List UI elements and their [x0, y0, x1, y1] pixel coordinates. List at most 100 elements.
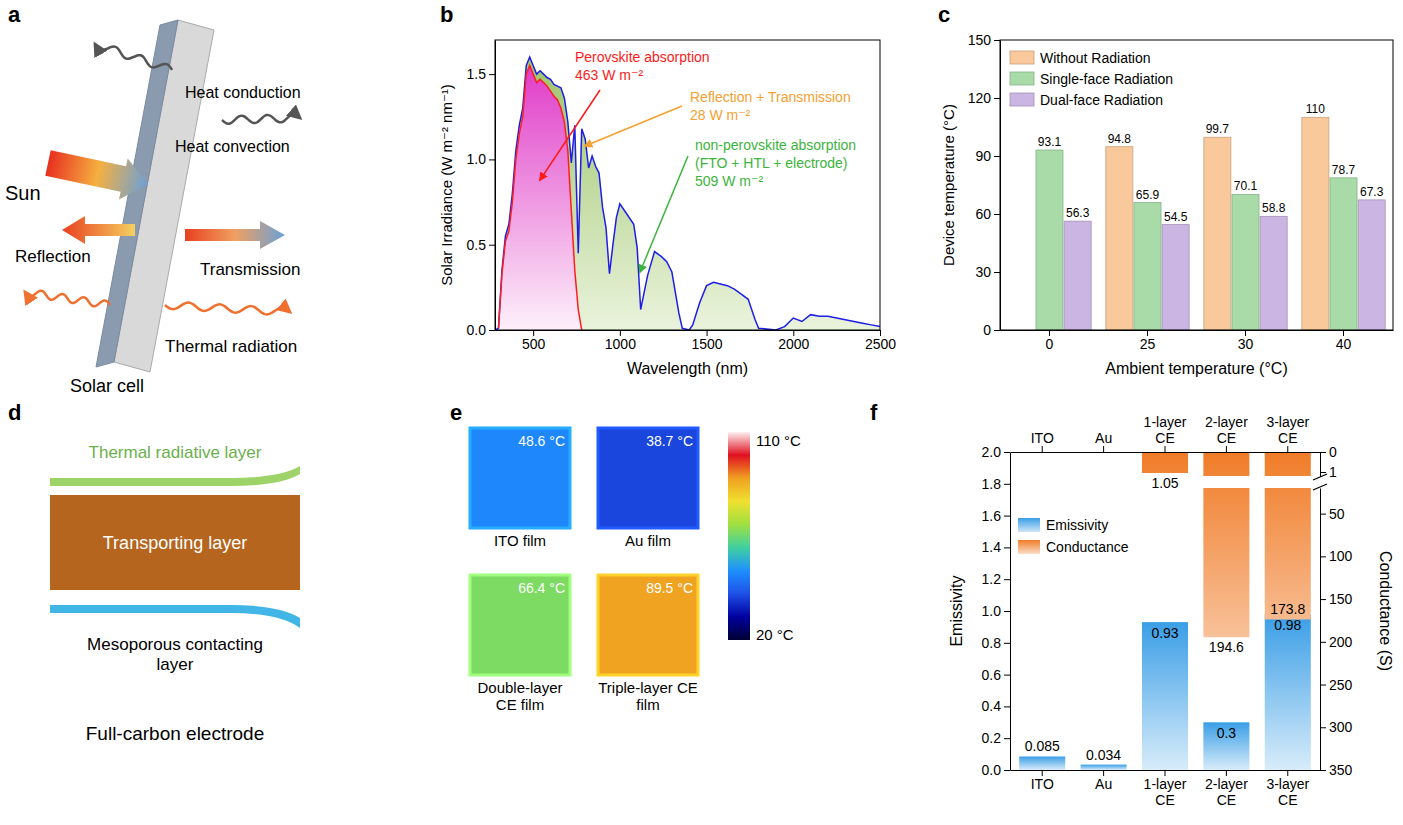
tick-mark	[994, 156, 1000, 157]
bar	[1162, 225, 1189, 330]
tick: 3-layerCE	[1266, 414, 1309, 452]
text-line: film	[636, 696, 659, 713]
tick-mark	[1004, 675, 1010, 676]
legend-label: Conductance	[1046, 539, 1129, 555]
text-line: Au	[1095, 776, 1112, 792]
diagram-label: Mesoporous contactinglayer	[87, 635, 263, 674]
text-line: 1-layer	[1144, 776, 1187, 792]
tick-label: 300	[1329, 719, 1353, 735]
legend-label: Without Radiation	[1040, 50, 1151, 66]
tick-label: 2-layerCE	[1205, 414, 1248, 446]
tick-label: 1000	[605, 336, 636, 352]
tick-mark	[994, 272, 1000, 273]
colorbar-label: 20 °C	[756, 626, 794, 643]
diagram-label: Transporting layer	[103, 533, 247, 553]
diagram-label: Heat convection	[175, 138, 290, 155]
tick: 0.0	[467, 322, 495, 338]
text-line: 2-layer	[1205, 776, 1248, 792]
annotation: (FTO + HTL + electrode)	[695, 155, 848, 171]
legend-swatch	[1018, 518, 1040, 532]
data-labels: 94.899.711093.165.970.178.756.354.558.86…	[1038, 102, 1384, 223]
transporting-layer	[50, 495, 300, 590]
tick: 25	[1140, 330, 1156, 352]
tick-label: Au	[1095, 430, 1112, 446]
legend-label: Emissivity	[1046, 517, 1108, 533]
line	[498, 66, 581, 330]
tick: 1.5	[467, 66, 495, 82]
tick-label: 25	[1140, 336, 1156, 352]
diagram-label: Heat conduction	[185, 84, 301, 101]
tick-label: 40	[1336, 336, 1352, 352]
annotation: non-perovskite absorption	[695, 137, 856, 153]
annotation-arrow	[640, 156, 688, 272]
diagram-label: Sun	[5, 182, 41, 204]
tick: ITO	[1031, 430, 1054, 452]
text-line: Triple-layer CE	[598, 679, 697, 696]
data-label: 99.7	[1206, 122, 1230, 136]
tick: 2.0	[982, 444, 1010, 460]
text-line: ITO	[1031, 776, 1054, 792]
y-axis: 0306090120150	[968, 32, 1001, 338]
tick-label: 60	[975, 206, 991, 222]
temperature-label: 38.7 °C	[646, 433, 693, 449]
radiation-arrow	[25, 291, 110, 307]
plot-area	[1036, 117, 1385, 330]
tick: ITO	[1031, 770, 1054, 792]
data-label: 65.9	[1136, 188, 1160, 202]
tick-label: 1-layerCE	[1144, 776, 1187, 808]
tick-label: 150	[968, 32, 992, 48]
text-line: Mesoporous contacting	[87, 635, 263, 654]
tick-label: 0.0	[982, 762, 1002, 778]
panel-label: f	[870, 400, 878, 425]
tick-label: 2-layerCE	[1205, 776, 1248, 808]
text-line: CE	[1217, 430, 1236, 446]
tick-label: 3-layerCE	[1266, 414, 1309, 446]
axis-title: Ambient temperature (°C)	[1105, 360, 1287, 377]
x-axis: ITOAu1-layerCE2-layerCE3-layerCE	[1011, 770, 1321, 808]
annotation-arrow	[585, 106, 682, 146]
tick-label: 90	[975, 148, 991, 164]
text-line: CE	[1278, 792, 1297, 808]
tick-label: 50	[1329, 506, 1345, 522]
tick: 0.4	[982, 698, 1010, 714]
bar	[1232, 194, 1259, 330]
tick-mark	[994, 98, 1000, 99]
cell-front	[96, 20, 178, 367]
tick-label: 0.4	[982, 698, 1002, 714]
tick-mark	[1004, 516, 1010, 517]
panel-label: b	[440, 2, 453, 27]
diagram-label: Thermal radiative layer	[89, 443, 262, 462]
tick-mark	[1320, 514, 1326, 515]
bar-part	[1265, 452, 1311, 476]
tick-mark	[1004, 547, 1010, 548]
tick-label: 2.0	[982, 444, 1002, 460]
data-label: 0.3	[1217, 725, 1237, 741]
tick-label: 1-layerCE	[1144, 414, 1187, 446]
axis-line	[1000, 41, 1001, 331]
tick-mark	[1004, 452, 1010, 453]
bar-part	[1203, 452, 1249, 476]
y2-axis-upper: 01	[1320, 444, 1337, 480]
area	[498, 66, 581, 330]
tick-mark	[1287, 446, 1288, 452]
tick: 0	[983, 322, 1000, 338]
bar	[1106, 147, 1133, 330]
tick-label: 1.0	[467, 151, 487, 167]
tick: 50	[1320, 506, 1345, 522]
tick-label: 2000	[778, 336, 809, 352]
tick: 40	[1336, 330, 1352, 352]
tick: 0.5	[467, 237, 495, 253]
diagram-label: Reflection	[15, 247, 91, 266]
bar	[1302, 117, 1329, 330]
data-label: 110	[1306, 102, 1325, 116]
tick-label: 30	[975, 264, 991, 280]
tick: 0.8	[982, 635, 1010, 651]
x-axis: 5001000150020002500	[496, 330, 897, 352]
tick-label: 30	[1238, 336, 1254, 352]
data-label: 173.8	[1270, 601, 1305, 617]
colorbar-label: 110 °C	[756, 432, 801, 449]
bar	[1260, 216, 1287, 330]
line	[495, 57, 880, 330]
data-label: 0.93	[1151, 625, 1178, 641]
thermal-image	[470, 575, 570, 675]
